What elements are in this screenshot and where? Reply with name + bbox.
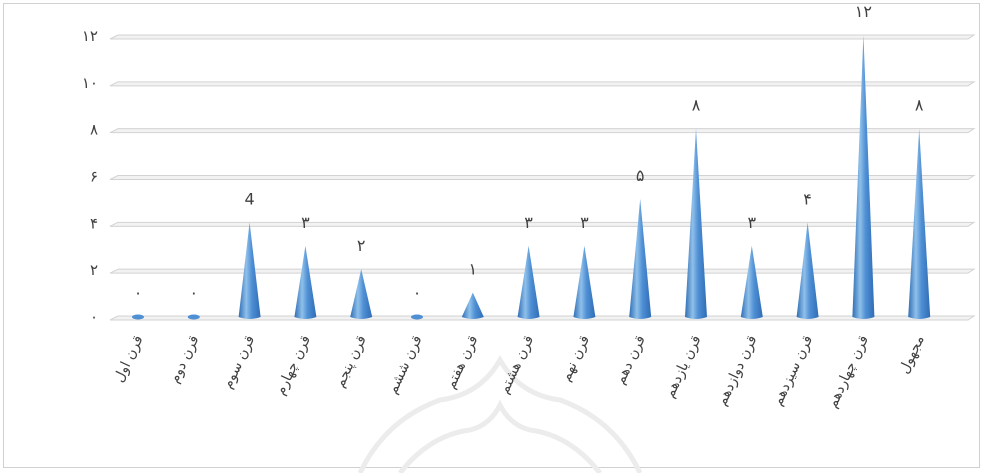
bar [187,314,200,320]
bar [411,314,423,320]
label-layer: ۰ ۰ 4 ۳ ۲ ۰ ۱ ۳ ۳ ۵ ۸ ۳ ۴ ۱۲ ۸ [134,2,924,302]
data-label: ۰ [190,283,199,302]
data-label: ۱۲ [855,2,872,21]
data-label: ۰ [134,283,143,302]
y-tick-label: ۱۲ [82,27,98,45]
bar-layer [132,35,931,320]
x-tick-label: قرن نهم [558,333,593,384]
x-tick-label: قرن ششم [385,333,426,397]
bar [461,292,484,319]
gridline [109,34,976,40]
x-tick-label: قرن چهارم [272,333,314,398]
grid-layer [109,34,976,321]
data-label: 4 [245,189,255,208]
x-tick-label: قرن دوازدهم [714,333,761,408]
bar [238,222,261,319]
gridline [109,128,976,134]
watermark [357,354,643,473]
x-tick-label: قرن اول [111,333,147,385]
bar [350,269,373,319]
data-label: ۳ [524,213,533,232]
y-tick-label: ۶ [90,168,98,186]
data-label: ۳ [748,213,757,232]
gridline [109,175,976,180]
data-label: ۱ [469,260,478,279]
gridline [109,221,976,227]
data-label: ۳ [580,213,589,232]
x-tick-label: قرن دوم [166,333,202,386]
bar [517,245,540,319]
gridline [109,81,976,87]
bar [740,245,763,319]
y-tick-label: ۲ [90,261,98,279]
y-tick-label: ۴ [90,214,98,232]
bar [908,128,931,319]
bar [685,128,707,319]
x-tick-label: قرن پنجم [332,333,370,390]
data-label: ۸ [692,96,701,115]
chart-frame [3,3,980,468]
bar [573,245,596,319]
data-label: ۵ [636,166,645,185]
data-label: ۸ [915,96,924,115]
bar [796,222,819,319]
data-label: ۳ [301,213,310,232]
bar [852,35,875,319]
gridline [109,268,976,274]
y-tick-label: ۸ [90,121,98,139]
x-tick-label: قرن هفتم [443,333,482,392]
data-label: ۰ [413,283,422,302]
data-label: ۴ [803,189,812,208]
x-tick-label: مجهول [896,333,928,376]
y-tick-label: ۱۰ [82,74,98,92]
bar [294,245,317,319]
data-label: ۲ [357,236,366,255]
bar [132,314,144,320]
x-tick-label: قرن دهم [612,333,649,387]
x-tick-label: قرن سیزدهم [770,333,817,408]
x-tick-label: قرن چهاردهم [824,333,872,411]
y-tick-label: ۰ [90,308,98,326]
x-tick-label: قرن یازدهم [662,333,705,400]
x-tick-label: قرن سوم [220,333,258,391]
bar [629,198,652,319]
